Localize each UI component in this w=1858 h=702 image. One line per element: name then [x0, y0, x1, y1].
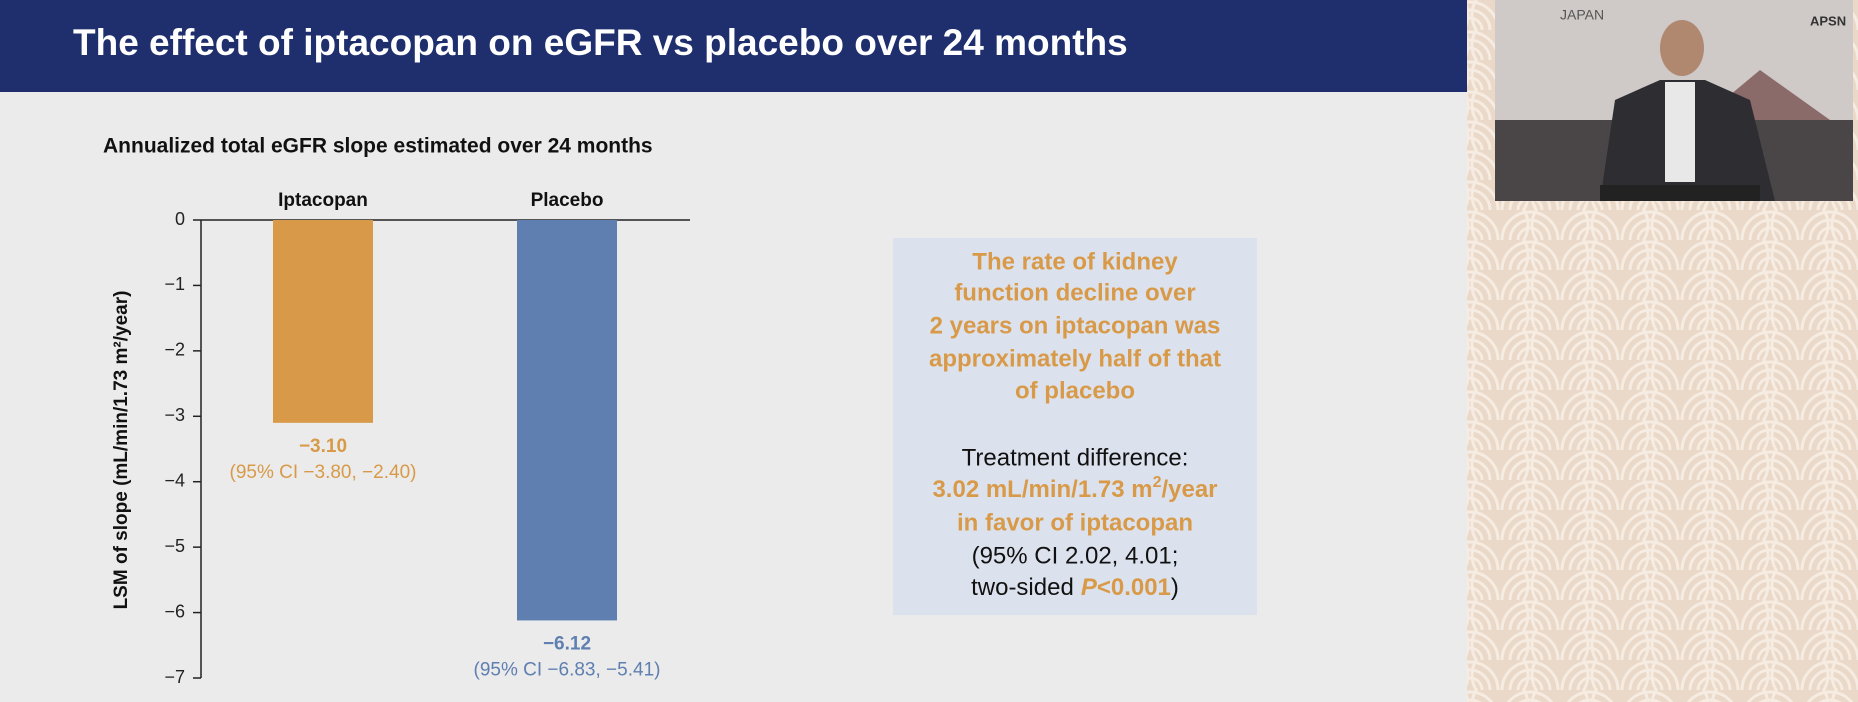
bar: [517, 220, 617, 621]
callout-line: of placebo: [1015, 377, 1135, 404]
callout-line: The rate of kidney: [972, 248, 1178, 275]
callout-line: two-sided P<0.001): [971, 574, 1179, 601]
callout-line: Treatment difference:: [962, 444, 1189, 471]
y-tick-label: −3: [164, 405, 185, 425]
y-tick-label: −2: [164, 340, 185, 360]
ci-label: (95% CI −3.80, −2.40): [230, 462, 417, 483]
callout-line: approximately half of that: [929, 345, 1221, 372]
y-tick-label: −6: [164, 601, 185, 621]
video-text: JAPAN: [1560, 7, 1604, 23]
callout-box: [893, 238, 1257, 615]
callout-line: function decline over: [954, 279, 1195, 306]
value-label: −3.10: [299, 436, 347, 457]
p-prefix: two-sided: [971, 574, 1074, 601]
speaker-shirt: [1665, 82, 1695, 182]
y-tick-label: −1: [164, 274, 185, 294]
category-label: Placebo: [531, 190, 604, 211]
bar: [273, 220, 373, 423]
y-tick-label: −5: [164, 536, 185, 556]
value-label: −6.12: [543, 633, 591, 654]
difference-value: 3.02 mL/min/1.73 m: [932, 476, 1152, 503]
y-tick-label: −4: [164, 470, 185, 490]
y-tick-label: 0: [175, 209, 185, 229]
video-logo: APSN: [1810, 13, 1846, 28]
category-label: Iptacopan: [278, 190, 368, 211]
speaker-head: [1660, 20, 1704, 76]
callout-line: (95% CI 2.02, 4.01;: [972, 542, 1179, 569]
callout-line: 2 years on iptacopan was: [930, 312, 1221, 339]
podium: [1600, 185, 1760, 201]
p-italic: P: [1081, 574, 1098, 601]
ci-label: (95% CI −6.83, −5.41): [474, 659, 661, 680]
slide-header: [0, 0, 1467, 92]
chart-title: Annualized total eGFR slope estimated ov…: [103, 135, 653, 158]
difference-unit: /year: [1161, 476, 1217, 503]
p-close: ): [1171, 574, 1179, 601]
difference-sup: 2: [1153, 474, 1162, 491]
y-axis-label: LSM of slope (mL/min/1.73 m²/year): [111, 291, 132, 610]
callout-line: 3.02 mL/min/1.73 m2/year: [932, 474, 1217, 503]
slide-title: The effect of iptacopan on eGFR vs place…: [73, 22, 1128, 63]
callout-line: in favor of iptacopan: [957, 509, 1193, 536]
callout: The rate of kidney function decline over…: [929, 248, 1221, 601]
y-tick-label: −7: [164, 667, 185, 687]
p-value: <0.001: [1097, 574, 1171, 601]
video: JAPAN APSN: [1495, 0, 1853, 201]
